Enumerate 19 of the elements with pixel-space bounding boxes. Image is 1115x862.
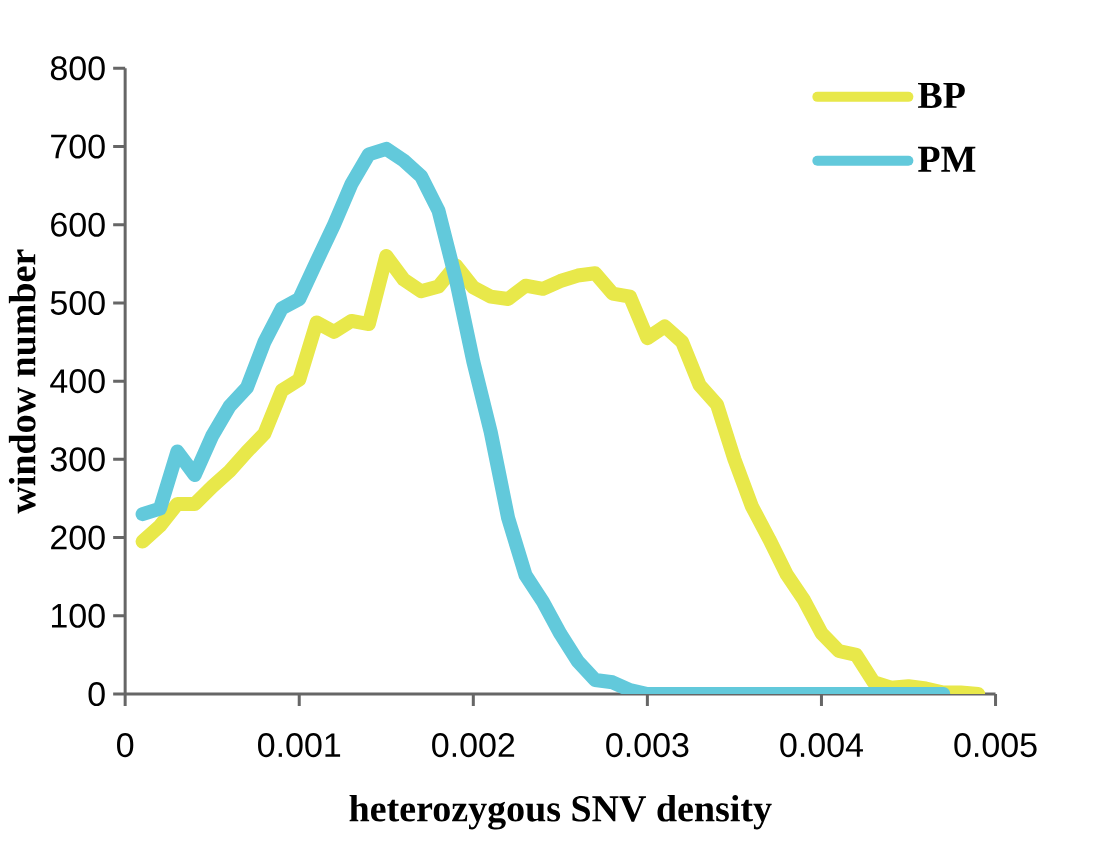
y-axis-title: window number (8, 249, 36, 514)
y-tick-label: 0 (88, 682, 105, 707)
y-tick-label: 600 (51, 212, 105, 237)
y-tick-label: 100 (51, 603, 105, 628)
x-tick-label: 0.003 (606, 733, 689, 758)
y-tick-label: 700 (51, 134, 105, 159)
y-tick-label: 400 (50, 369, 105, 394)
x-tick-label: 0 (117, 733, 134, 758)
y-tick-label: 500 (50, 290, 105, 316)
x-tick-label: 0.005 (954, 733, 1037, 758)
x-axis-title: heterozygous SNV density (349, 794, 772, 830)
x-tick-label: 0.004 (780, 733, 863, 758)
x-tick-label: 0.002 (432, 733, 515, 758)
y-tick-label: 800 (50, 56, 105, 81)
x-tick-label: 0.001 (258, 733, 341, 758)
y-tick-label: 200 (51, 525, 105, 550)
y-tick-label: 300 (50, 447, 105, 472)
legend-label: BP (918, 83, 965, 108)
legend-label: PM (918, 146, 976, 172)
